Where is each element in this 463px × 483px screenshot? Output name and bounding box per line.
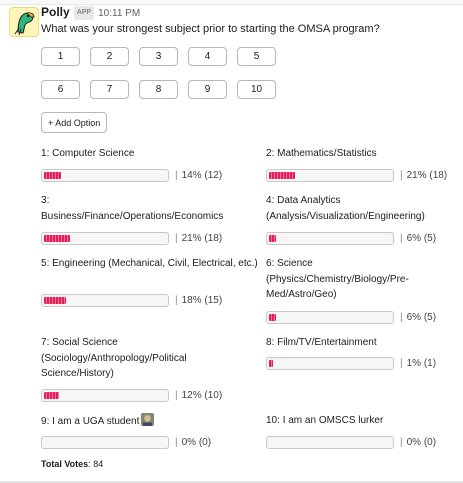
result-text: Science (Physics/Chemistry/Biology/Pre-M… xyxy=(266,258,409,300)
vote-button-3[interactable]: 3 xyxy=(139,47,178,66)
vote-button-2[interactable]: 2 xyxy=(90,47,129,66)
result-number: 6 xyxy=(266,258,272,269)
result-bar-1: | 14% (12) xyxy=(41,169,222,182)
total-votes: Total Votes: 84 xyxy=(41,459,104,469)
result-bar-8: | 1% (1) xyxy=(266,357,436,370)
total-votes-value: 84 xyxy=(93,459,104,469)
message-header: Polly APP 10:11 PM xyxy=(41,6,140,20)
result-stat: | 14% (12) xyxy=(175,170,223,181)
progress-fill xyxy=(269,360,273,367)
progress-fill xyxy=(44,172,61,179)
result-text: I am an OMSCS lurker xyxy=(282,415,384,426)
total-votes-label: Total Votes xyxy=(41,459,89,469)
result-stat: | 0% (0) xyxy=(400,437,437,448)
parrot-avatar-icon[interactable] xyxy=(9,7,39,37)
result-stat: | 21% (18) xyxy=(400,170,448,181)
progress-track xyxy=(41,436,169,449)
progress-fill xyxy=(269,235,276,242)
result-bar-9: | 0% (0) xyxy=(41,436,211,449)
result-label-4: 4: Data Analytics (Analysis/Visualizatio… xyxy=(266,195,425,222)
progress-track xyxy=(41,232,169,245)
result-stat: | 1% (1) xyxy=(400,358,437,369)
vote-buttons-row-1: 1 2 3 4 5 xyxy=(41,47,276,66)
result-text: I am a UGA student xyxy=(52,416,140,427)
result-text: Computer Science xyxy=(52,148,135,159)
vote-button-8[interactable]: 8 xyxy=(139,80,178,99)
progress-track xyxy=(41,294,169,307)
result-text: Social Science (Sociology/Anthropology/P… xyxy=(41,337,187,379)
result-label-10: 10: I am an OMSCS lurker xyxy=(266,415,384,426)
progress-fill xyxy=(44,297,66,304)
result-bar-5: | 18% (15) xyxy=(41,294,222,307)
progress-track xyxy=(41,169,169,182)
vote-button-9[interactable]: 9 xyxy=(188,80,227,99)
vote-button-4[interactable]: 4 xyxy=(188,47,227,66)
progress-track xyxy=(266,436,394,449)
result-stat: | 6% (5) xyxy=(400,312,437,323)
result-text: Mathematics/Statistics xyxy=(277,148,377,159)
result-bar-2: | 21% (18) xyxy=(266,169,447,182)
poll-question: What was your strongest subject prior to… xyxy=(41,23,380,35)
result-number: 4 xyxy=(266,195,272,206)
result-bar-10: | 0% (0) xyxy=(266,436,436,449)
result-label-2: 2: Mathematics/Statistics xyxy=(266,148,377,159)
result-stat: | 6% (5) xyxy=(400,233,437,244)
progress-track xyxy=(41,389,169,402)
result-number: 8 xyxy=(266,337,272,348)
result-label-3: 3: Business/Finance/Operations/Economics xyxy=(41,195,224,222)
result-bar-4: | 6% (5) xyxy=(266,232,436,245)
vote-button-7[interactable]: 7 xyxy=(90,80,129,99)
progress-track xyxy=(266,169,394,182)
vote-buttons-row-2: 6 7 8 9 10 xyxy=(41,80,276,99)
progress-fill xyxy=(269,172,295,179)
result-label-7: 7: Social Science (Sociology/Anthropolog… xyxy=(41,337,187,379)
result-label-8: 8: Film/TV/Entertainment xyxy=(266,337,377,348)
result-bar-7: | 12% (10) xyxy=(41,389,222,402)
result-stat: | 12% (10) xyxy=(175,390,223,401)
progress-track xyxy=(266,232,394,245)
result-bar-6: | 6% (5) xyxy=(266,311,436,324)
composer-edge xyxy=(0,481,463,483)
vote-button-10[interactable]: 10 xyxy=(237,80,276,99)
app-badge: APP xyxy=(73,6,95,20)
result-number: 9 xyxy=(41,416,47,427)
result-stat: | 21% (18) xyxy=(175,233,223,244)
result-number: 1 xyxy=(41,148,47,159)
progress-fill xyxy=(44,235,70,242)
timestamp[interactable]: 10:11 PM xyxy=(98,8,141,19)
result-stat: | 18% (15) xyxy=(175,295,223,306)
result-text: Engineering (Mechanical, Civil, Electric… xyxy=(52,258,258,269)
result-label-9: 9: I am a UGA student xyxy=(41,413,256,430)
progress-track xyxy=(266,357,394,370)
bot-name[interactable]: Polly xyxy=(41,5,70,19)
previous-message-edge xyxy=(0,0,463,5)
result-text: Business/Finance/Operations/Economics xyxy=(41,210,224,222)
vote-button-1[interactable]: 1 xyxy=(41,47,80,66)
vote-button-5[interactable]: 5 xyxy=(237,47,276,66)
person-face-icon[interactable] xyxy=(141,413,155,426)
progress-fill xyxy=(44,392,59,399)
progress-track xyxy=(266,311,394,324)
result-label-5: 5: Engineering (Mechanical, Civil, Elect… xyxy=(41,258,258,269)
progress-fill xyxy=(269,314,276,321)
vote-button-6[interactable]: 6 xyxy=(41,80,80,99)
result-text: Film/TV/Entertainment xyxy=(277,337,377,348)
result-text: Data Analytics (Analysis/Visualization/E… xyxy=(266,195,425,222)
result-number: 3 xyxy=(41,195,47,206)
result-number: 5 xyxy=(41,258,47,269)
result-number: 7 xyxy=(41,337,47,348)
add-option-button[interactable]: + Add Option xyxy=(41,112,108,133)
result-label-1: 1: Computer Science xyxy=(41,148,135,159)
result-number: 10 xyxy=(266,415,278,426)
result-number: 2 xyxy=(266,148,272,159)
result-bar-3: | 21% (18) xyxy=(41,232,222,245)
result-stat: | 0% (0) xyxy=(175,437,212,448)
result-label-6: 6: Science (Physics/Chemistry/Biology/Pr… xyxy=(266,258,409,300)
